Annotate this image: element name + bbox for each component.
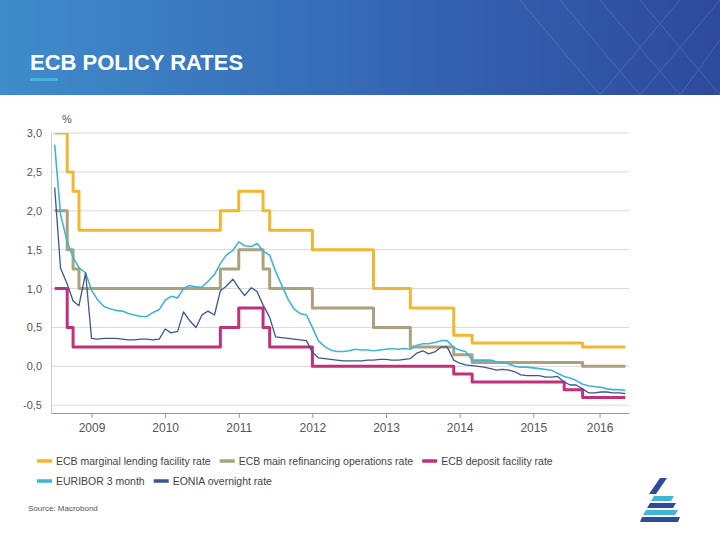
legend-label: ECB main refinancing operations rate xyxy=(239,455,414,467)
x-tick: 2015 xyxy=(520,413,547,435)
x-tick: 2016 xyxy=(587,413,614,435)
step-line xyxy=(55,289,626,398)
x-tick: 2011 xyxy=(226,413,252,435)
legend-swatch xyxy=(422,459,437,463)
y-tick-label: 0,5 xyxy=(27,321,42,333)
y-tick-label: 2,0 xyxy=(27,205,42,217)
y-tick-label: 1,0 xyxy=(27,283,42,295)
x-tick-mark xyxy=(91,413,92,418)
grid-line xyxy=(51,210,629,211)
y-axis-label: % xyxy=(62,113,72,125)
y-tick: 0,5 xyxy=(27,321,51,333)
slide: ECB POLICY RATES 3,0 2,5 2,0 1,5 1,0 0,5 0,0 -0,… xyxy=(0,0,720,540)
legend-item: ECB marginal lending facility rate xyxy=(37,455,211,467)
title: ECB POLICY RATES xyxy=(30,50,243,75)
y-axis-line xyxy=(51,134,52,414)
y-tick-label: 2,5 xyxy=(27,166,42,178)
y-tick: 2,0 xyxy=(27,205,51,217)
legend-label: EONIA overnight rate xyxy=(173,475,272,487)
x-tick-label: 2009 xyxy=(79,421,106,435)
step-line xyxy=(55,211,626,367)
x-axis: 2009 2010 2011 2012 2013 2014 2015 2016 xyxy=(52,413,630,435)
header-pattern-line xyxy=(520,0,600,95)
x-tick: 2010 xyxy=(152,413,179,435)
rate-line xyxy=(55,187,626,393)
y-tick-label: 0,0 xyxy=(27,360,42,372)
header-pattern-line xyxy=(640,0,720,95)
legend-item: ECB deposit facility rate xyxy=(422,455,553,467)
logo-shape xyxy=(649,478,667,494)
y-tick: 1,0 xyxy=(27,283,51,295)
legend-swatch xyxy=(154,479,169,483)
background xyxy=(0,0,720,540)
header-pattern-line xyxy=(640,0,720,95)
x-tick-label: 2013 xyxy=(373,421,400,435)
logo-shape xyxy=(647,503,676,508)
legend-swatch xyxy=(37,459,52,463)
logo-shape xyxy=(651,496,674,501)
y-tick: 3,0 xyxy=(27,127,51,139)
header-pattern-line xyxy=(600,0,680,95)
y-tick: -0,5 xyxy=(23,399,51,411)
x-tick: 2013 xyxy=(373,413,400,435)
y-axis: 3,0 2,5 2,0 1,5 1,0 0,5 0,0 -0,5 xyxy=(23,127,51,413)
plot-lines xyxy=(55,133,626,397)
x-tick-label: 2016 xyxy=(587,421,614,435)
rate-line xyxy=(55,145,626,391)
x-tick-mark xyxy=(600,413,601,418)
legend-item: ECB main refinancing operations rate xyxy=(220,455,414,467)
legend-label: EURIBOR 3 month xyxy=(56,475,145,487)
y-tick: 0,0 xyxy=(27,360,51,372)
x-tick-mark xyxy=(312,413,313,418)
x-axis-line xyxy=(52,413,630,414)
x-tick-label: 2015 xyxy=(520,421,547,435)
y-tick-label: -0,5 xyxy=(23,399,42,411)
x-tick-label: 2010 xyxy=(152,421,179,435)
header-band xyxy=(0,0,720,95)
logo-shape xyxy=(643,510,678,515)
x-tick: 2014 xyxy=(447,413,474,435)
y-tick-label: 3,0 xyxy=(27,127,42,139)
x-tick: 2009 xyxy=(79,413,106,435)
x-tick-mark xyxy=(533,413,534,418)
legend: ECB marginal lending facility rate ECB ma… xyxy=(37,455,553,487)
header-pattern-line xyxy=(560,0,640,95)
grid-line xyxy=(51,405,629,406)
x-tick-mark xyxy=(460,413,461,418)
source: Source: Macrobond xyxy=(28,504,98,513)
x-tick-mark xyxy=(239,413,240,418)
y-tick: 1,5 xyxy=(27,244,51,256)
logo xyxy=(640,478,680,522)
legend-swatch xyxy=(37,479,52,483)
title-underline xyxy=(30,78,58,81)
header-pattern-line xyxy=(600,0,680,95)
legend-item: EONIA overnight rate xyxy=(154,475,272,487)
header-decoration xyxy=(520,0,720,95)
legend-swatch xyxy=(220,459,235,463)
y-tick-label: 1,5 xyxy=(27,244,42,256)
grid-line xyxy=(51,133,629,134)
y-tick: 2,5 xyxy=(27,166,51,178)
logo-shape xyxy=(640,517,680,522)
grid-line xyxy=(51,171,629,172)
x-tick-mark xyxy=(386,413,387,418)
step-line xyxy=(55,133,626,347)
x-tick-label: 2014 xyxy=(447,421,474,435)
legend-label: ECB deposit facility rate xyxy=(441,455,553,467)
x-tick-mark xyxy=(165,413,166,418)
grid xyxy=(51,133,629,405)
x-tick-label: 2012 xyxy=(300,421,327,435)
x-tick-label: 2011 xyxy=(226,421,252,435)
header-pattern-line xyxy=(680,40,720,95)
legend-item: EURIBOR 3 month xyxy=(37,475,145,487)
x-tick: 2012 xyxy=(300,413,327,435)
chart-container: ECB POLICY RATES 3,0 2,5 2,0 1,5 1,0 0,5 0,0 -0,… xyxy=(0,0,720,540)
legend-label: ECB marginal lending facility rate xyxy=(56,455,211,467)
grid-line xyxy=(51,327,629,328)
